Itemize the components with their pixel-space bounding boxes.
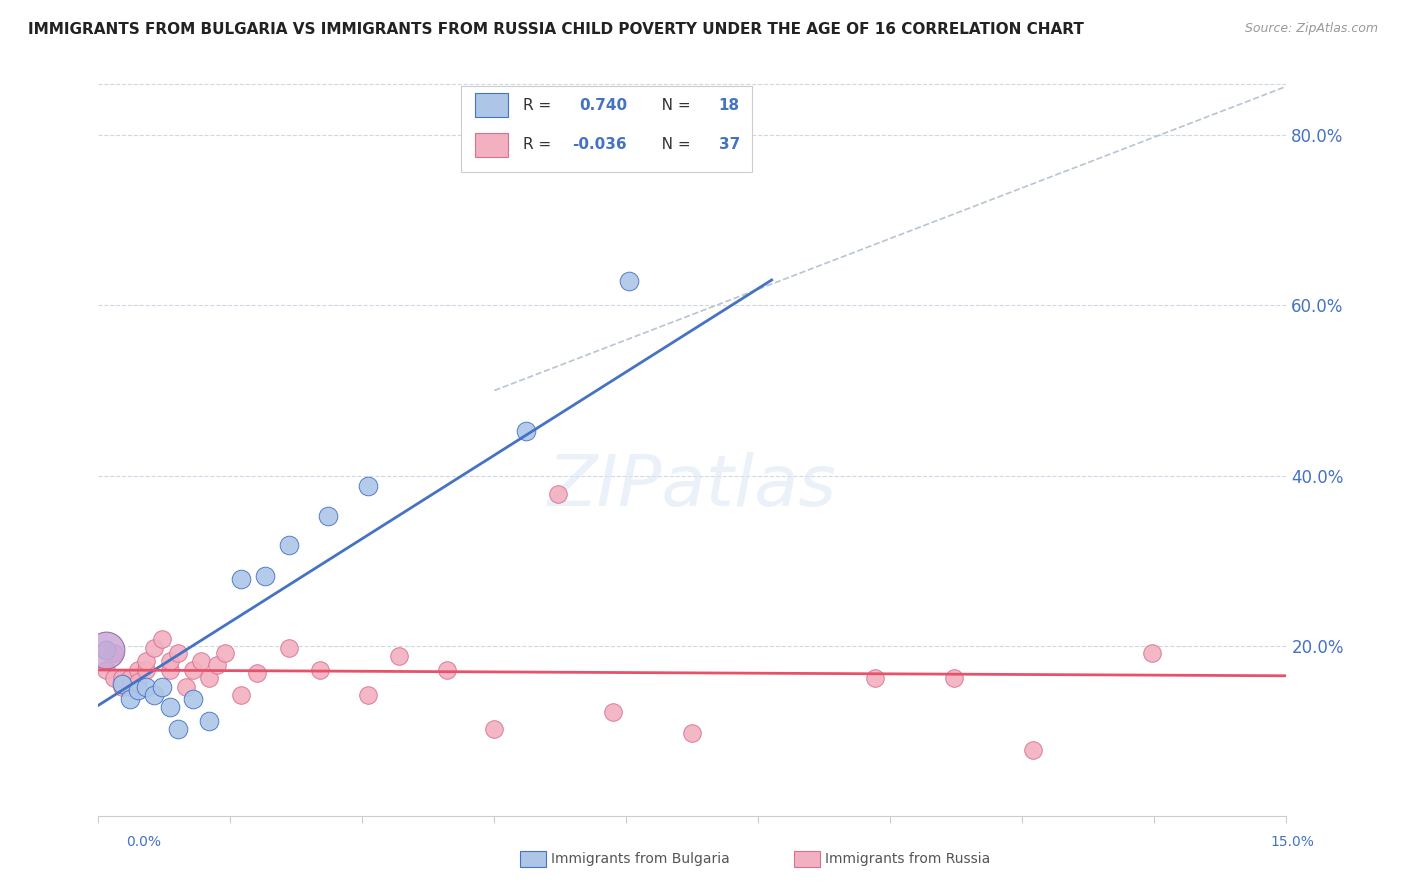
Point (135, 654, 157, 668)
Text: IMMIGRANTS FROM BULGARIA VS IMMIGRANTS FROM RUSSIA CHILD POVERTY UNDER THE AGE O: IMMIGRANTS FROM BULGARIA VS IMMIGRANTS F… (28, 22, 1084, 37)
Point (183, 663, 205, 677)
Text: Immigrants from Bulgaria: Immigrants from Bulgaria (551, 852, 730, 866)
Point (120, 680, 142, 694)
Point (135, 680, 157, 694)
Text: Source: ZipAtlas.com: Source: ZipAtlas.com (1244, 22, 1378, 36)
Point (253, 569, 276, 583)
Point (96, 643, 118, 657)
Text: Immigrants from Russia: Immigrants from Russia (825, 852, 991, 866)
Text: N =: N = (647, 137, 696, 153)
Point (277, 640, 299, 655)
Point (150, 680, 173, 694)
Point (1140, 646, 1163, 660)
Point (205, 657, 228, 672)
Point (198, 714, 221, 728)
Point (863, 671, 886, 685)
Point (174, 680, 197, 694)
Point (484, 723, 506, 737)
Point (309, 663, 332, 677)
Point (515, 425, 537, 439)
Point (602, 706, 624, 720)
Point (103, 646, 125, 660)
Point (127, 663, 149, 677)
Point (942, 671, 965, 685)
Point (159, 663, 181, 677)
Point (103, 671, 125, 685)
Point (214, 646, 236, 660)
Point (681, 725, 703, 739)
Text: 37: 37 (718, 137, 740, 153)
Point (150, 632, 173, 646)
Text: R =: R = (523, 137, 555, 153)
Point (388, 649, 411, 664)
Point (120, 671, 142, 685)
Point (190, 654, 212, 668)
Text: 0.740: 0.740 (579, 97, 627, 112)
Point (111, 677, 134, 691)
Point (135, 663, 157, 677)
Text: -0.036: -0.036 (572, 137, 627, 153)
Point (120, 691, 142, 706)
Point (159, 700, 181, 714)
Point (183, 691, 205, 706)
Point (547, 487, 569, 501)
Point (159, 654, 181, 668)
Point (198, 671, 221, 685)
Point (1022, 743, 1045, 757)
Point (357, 688, 380, 702)
Point (357, 479, 380, 493)
Text: 0.0%: 0.0% (127, 835, 162, 848)
Point (127, 674, 149, 689)
Point (111, 680, 134, 694)
Text: 15.0%: 15.0% (1271, 835, 1315, 848)
Point (111, 671, 134, 685)
Point (229, 573, 252, 587)
Point (166, 646, 188, 660)
Text: N =: N = (647, 97, 696, 112)
Point (617, 275, 640, 289)
Point (96, 663, 118, 677)
Point (229, 688, 252, 702)
Text: 18: 18 (718, 97, 740, 112)
Bar (475, 93, 509, 117)
Point (142, 640, 165, 655)
Bar (475, 133, 509, 157)
Point (277, 538, 299, 552)
Point (436, 663, 458, 677)
Point (246, 666, 269, 681)
Point (316, 509, 339, 524)
Text: ZIPatlas: ZIPatlas (548, 452, 837, 521)
Point (96, 643, 118, 657)
Point (127, 683, 149, 698)
Point (166, 723, 188, 737)
FancyBboxPatch shape (461, 86, 752, 172)
Text: R =: R = (523, 97, 561, 112)
Point (142, 688, 165, 702)
